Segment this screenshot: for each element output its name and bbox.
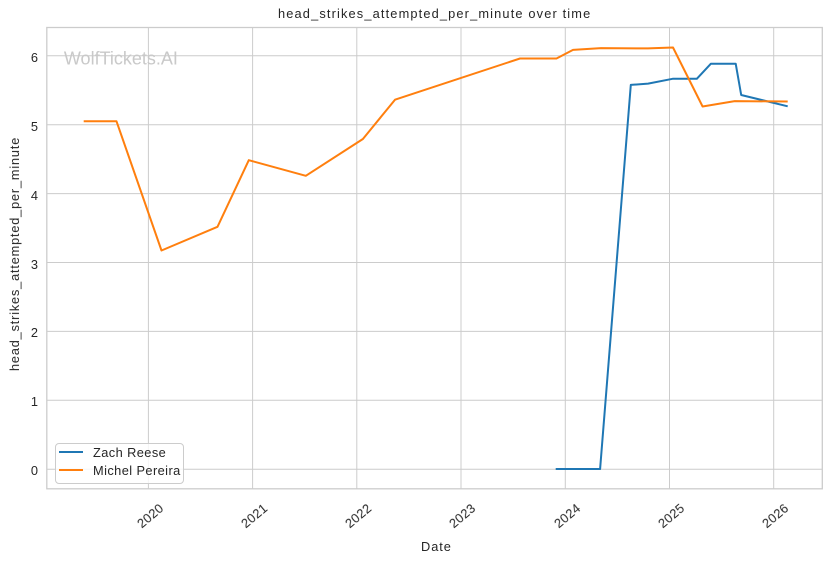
svg-text:WolfTickets.AI: WolfTickets.AI	[64, 48, 178, 68]
